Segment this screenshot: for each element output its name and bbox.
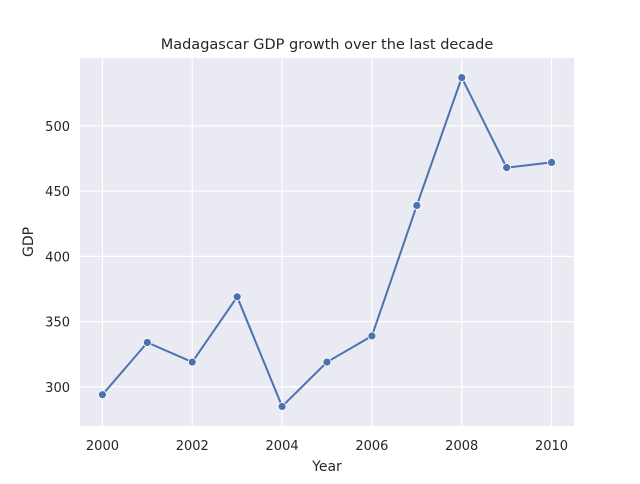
x-axis-label: Year — [311, 459, 342, 475]
y-tick-label: 350 — [45, 316, 70, 331]
x-tick-label: 2008 — [445, 439, 478, 454]
data-point — [367, 331, 377, 341]
data-point — [98, 390, 107, 400]
y-axis-label: GDP — [21, 227, 37, 257]
x-tick-label: 2004 — [266, 439, 299, 454]
data-point — [322, 357, 332, 367]
data-point — [232, 292, 242, 302]
data-point — [142, 338, 152, 347]
data-point — [457, 73, 467, 82]
y-tick-label: 400 — [45, 250, 70, 265]
x-tick-label: 2010 — [535, 439, 568, 454]
x-axis-ticks: 2000 2002 2004 2006 2008 2010 — [86, 439, 568, 454]
x-tick-label: 2000 — [86, 439, 119, 454]
y-tick-label: 300 — [45, 381, 70, 396]
x-tick-label: 2006 — [355, 439, 388, 454]
data-point — [187, 357, 197, 367]
grid-lines — [80, 58, 574, 426]
chart-title: Madagascar GDP growth over the last deca… — [161, 37, 494, 53]
data-point — [277, 402, 287, 411]
plot-area — [80, 58, 574, 426]
x-tick-label: 2002 — [176, 439, 209, 454]
y-tick-label: 500 — [45, 120, 70, 135]
y-tick-label: 450 — [45, 185, 70, 200]
series-layer — [98, 73, 556, 411]
y-axis-ticks: 300 350 400 450 500 — [45, 120, 70, 396]
data-point — [547, 157, 556, 167]
data-point — [502, 163, 512, 173]
data-point — [412, 201, 422, 210]
